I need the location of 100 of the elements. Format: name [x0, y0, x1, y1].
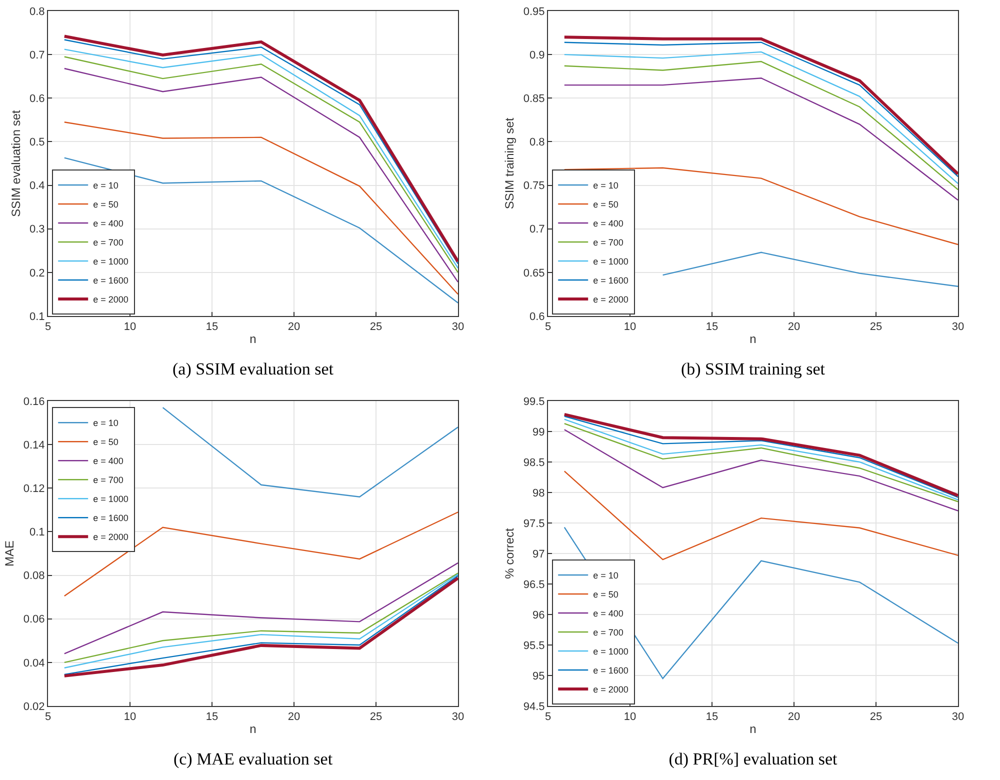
legend-label: e = 2000 [593, 684, 628, 694]
line-series [64, 122, 458, 295]
y-tick-label: 0.7 [530, 224, 545, 236]
x-tick-label: 5 [544, 321, 552, 334]
x-tick-label: 30 [952, 321, 964, 334]
x-axis-title: n [250, 332, 256, 346]
legend-label: e = 1000 [93, 494, 128, 504]
y-tick-label: 97.5 [523, 518, 545, 530]
y-tick-label: 94.5 [523, 700, 545, 713]
y-tick-label: 0.7 [30, 49, 45, 62]
legend-label: e = 2000 [93, 294, 128, 304]
y-tick-label: 99 [532, 426, 545, 438]
x-tick-label: 15 [206, 711, 218, 724]
y-tick-label: 0.5 [30, 136, 45, 149]
legend-label: e = 1600 [593, 275, 628, 286]
legend-label: e = 10 [593, 180, 618, 190]
legend-label: e = 400 [593, 218, 624, 228]
y-tick-label: 0.75 [523, 180, 545, 192]
x-tick-label: 25 [370, 321, 382, 334]
legend-label: e = 2000 [593, 294, 628, 304]
y-tick-label: 96.5 [523, 578, 545, 591]
legend-label: e = 400 [593, 608, 624, 618]
line-series [564, 167, 958, 246]
legend-label: e = 10 [593, 570, 618, 580]
legend-label: e = 50 [93, 437, 118, 448]
y-tick-label: 99.5 [523, 396, 545, 408]
text: (a) SSIM evaluation set [172, 360, 334, 378]
x-tick-label: 25 [870, 711, 882, 724]
x-tick-label: 10 [624, 321, 636, 334]
y-tick-label: 0.04 [23, 657, 45, 670]
x-tick-label: 10 [124, 711, 136, 724]
y-tick-label: 0.8 [30, 6, 45, 18]
y-tick-label: 0.8 [530, 136, 545, 149]
legend-label: e = 2000 [93, 532, 128, 542]
y-tick-label: 0.02 [23, 700, 45, 713]
y-axis-title: MAE [2, 540, 17, 567]
x-tick-label: 15 [706, 321, 718, 334]
x-tick-label: 10 [124, 321, 136, 334]
y-tick-label: 0.4 [30, 180, 45, 192]
legend-label: e = 1000 [593, 256, 628, 266]
legend-label: e = 700 [93, 237, 124, 248]
x-tick-label: 5 [544, 711, 552, 724]
x-tick-label: 5 [44, 711, 52, 724]
y-tick-label: 0.95 [523, 6, 545, 18]
x-tick-label: 20 [288, 321, 300, 334]
y-tick-label: 0.1 [30, 310, 45, 323]
y-tick-label: 98 [532, 487, 545, 500]
line-series [662, 252, 958, 287]
y-tick-label: 0.6 [30, 92, 45, 105]
legend-label: e = 50 [93, 199, 118, 210]
legend-label: e = 700 [593, 237, 624, 248]
x-tick-label: 30 [452, 321, 464, 334]
line-series [162, 406, 458, 498]
x-tick-label: 15 [706, 711, 718, 724]
y-tick-label: 0.14 [23, 439, 45, 452]
x-axis-title: n [750, 332, 756, 346]
text: (b) SSIM training set [680, 360, 826, 378]
text: (c) MAE evaluation set [173, 750, 333, 768]
legend-label: e = 10 [93, 418, 118, 428]
line-series [64, 512, 458, 597]
y-tick-label: 0.65 [523, 267, 545, 280]
x-tick-label: 20 [788, 711, 800, 724]
y-tick-label: 0.16 [23, 396, 45, 408]
line-series [64, 157, 458, 304]
x-tick-label: 5 [44, 321, 52, 334]
x-tick-label: 10 [624, 711, 636, 724]
legend-label: e = 50 [593, 589, 618, 600]
x-axis-title: n [750, 722, 756, 736]
y-tick-label: 96 [532, 609, 545, 622]
x-tick-label: 20 [788, 321, 800, 334]
y-tick-label: 0.6 [530, 310, 545, 323]
legend-label: e = 400 [93, 218, 124, 228]
y-tick-label: 0.3 [30, 224, 45, 236]
y-axis-title: % correct [502, 528, 517, 579]
y-axis-title: SSIM evaluation set [8, 109, 23, 217]
y-axis-title: SSIM training set [502, 117, 517, 210]
legend-label: e = 400 [93, 456, 124, 466]
y-tick-label: 0.1 [30, 526, 45, 539]
line-series [564, 470, 958, 560]
legend-label: e = 1600 [93, 513, 128, 524]
x-tick-label: 25 [370, 711, 382, 724]
legend-label: e = 1600 [93, 275, 128, 286]
x-tick-label: 20 [288, 711, 300, 724]
y-tick-label: 0.06 [23, 614, 45, 626]
legend-label: e = 50 [593, 199, 618, 210]
y-tick-label: 0.08 [23, 570, 45, 582]
legend-label: e = 1000 [93, 256, 128, 266]
legend-label: e = 10 [93, 180, 118, 190]
y-tick-label: 97 [532, 548, 545, 560]
legend-label: e = 700 [93, 475, 124, 486]
y-tick-label: 0.12 [23, 482, 45, 495]
y-tick-label: 95 [532, 670, 545, 682]
legend-label: e = 1600 [593, 665, 628, 676]
x-tick-label: 30 [952, 711, 964, 724]
legend-label: e = 1000 [593, 646, 628, 656]
y-tick-label: 0.85 [523, 92, 545, 105]
x-axis-title: n [250, 722, 256, 736]
x-tick-label: 25 [870, 321, 882, 334]
y-tick-label: 98.5 [523, 456, 545, 469]
x-tick-label: 15 [206, 321, 218, 334]
